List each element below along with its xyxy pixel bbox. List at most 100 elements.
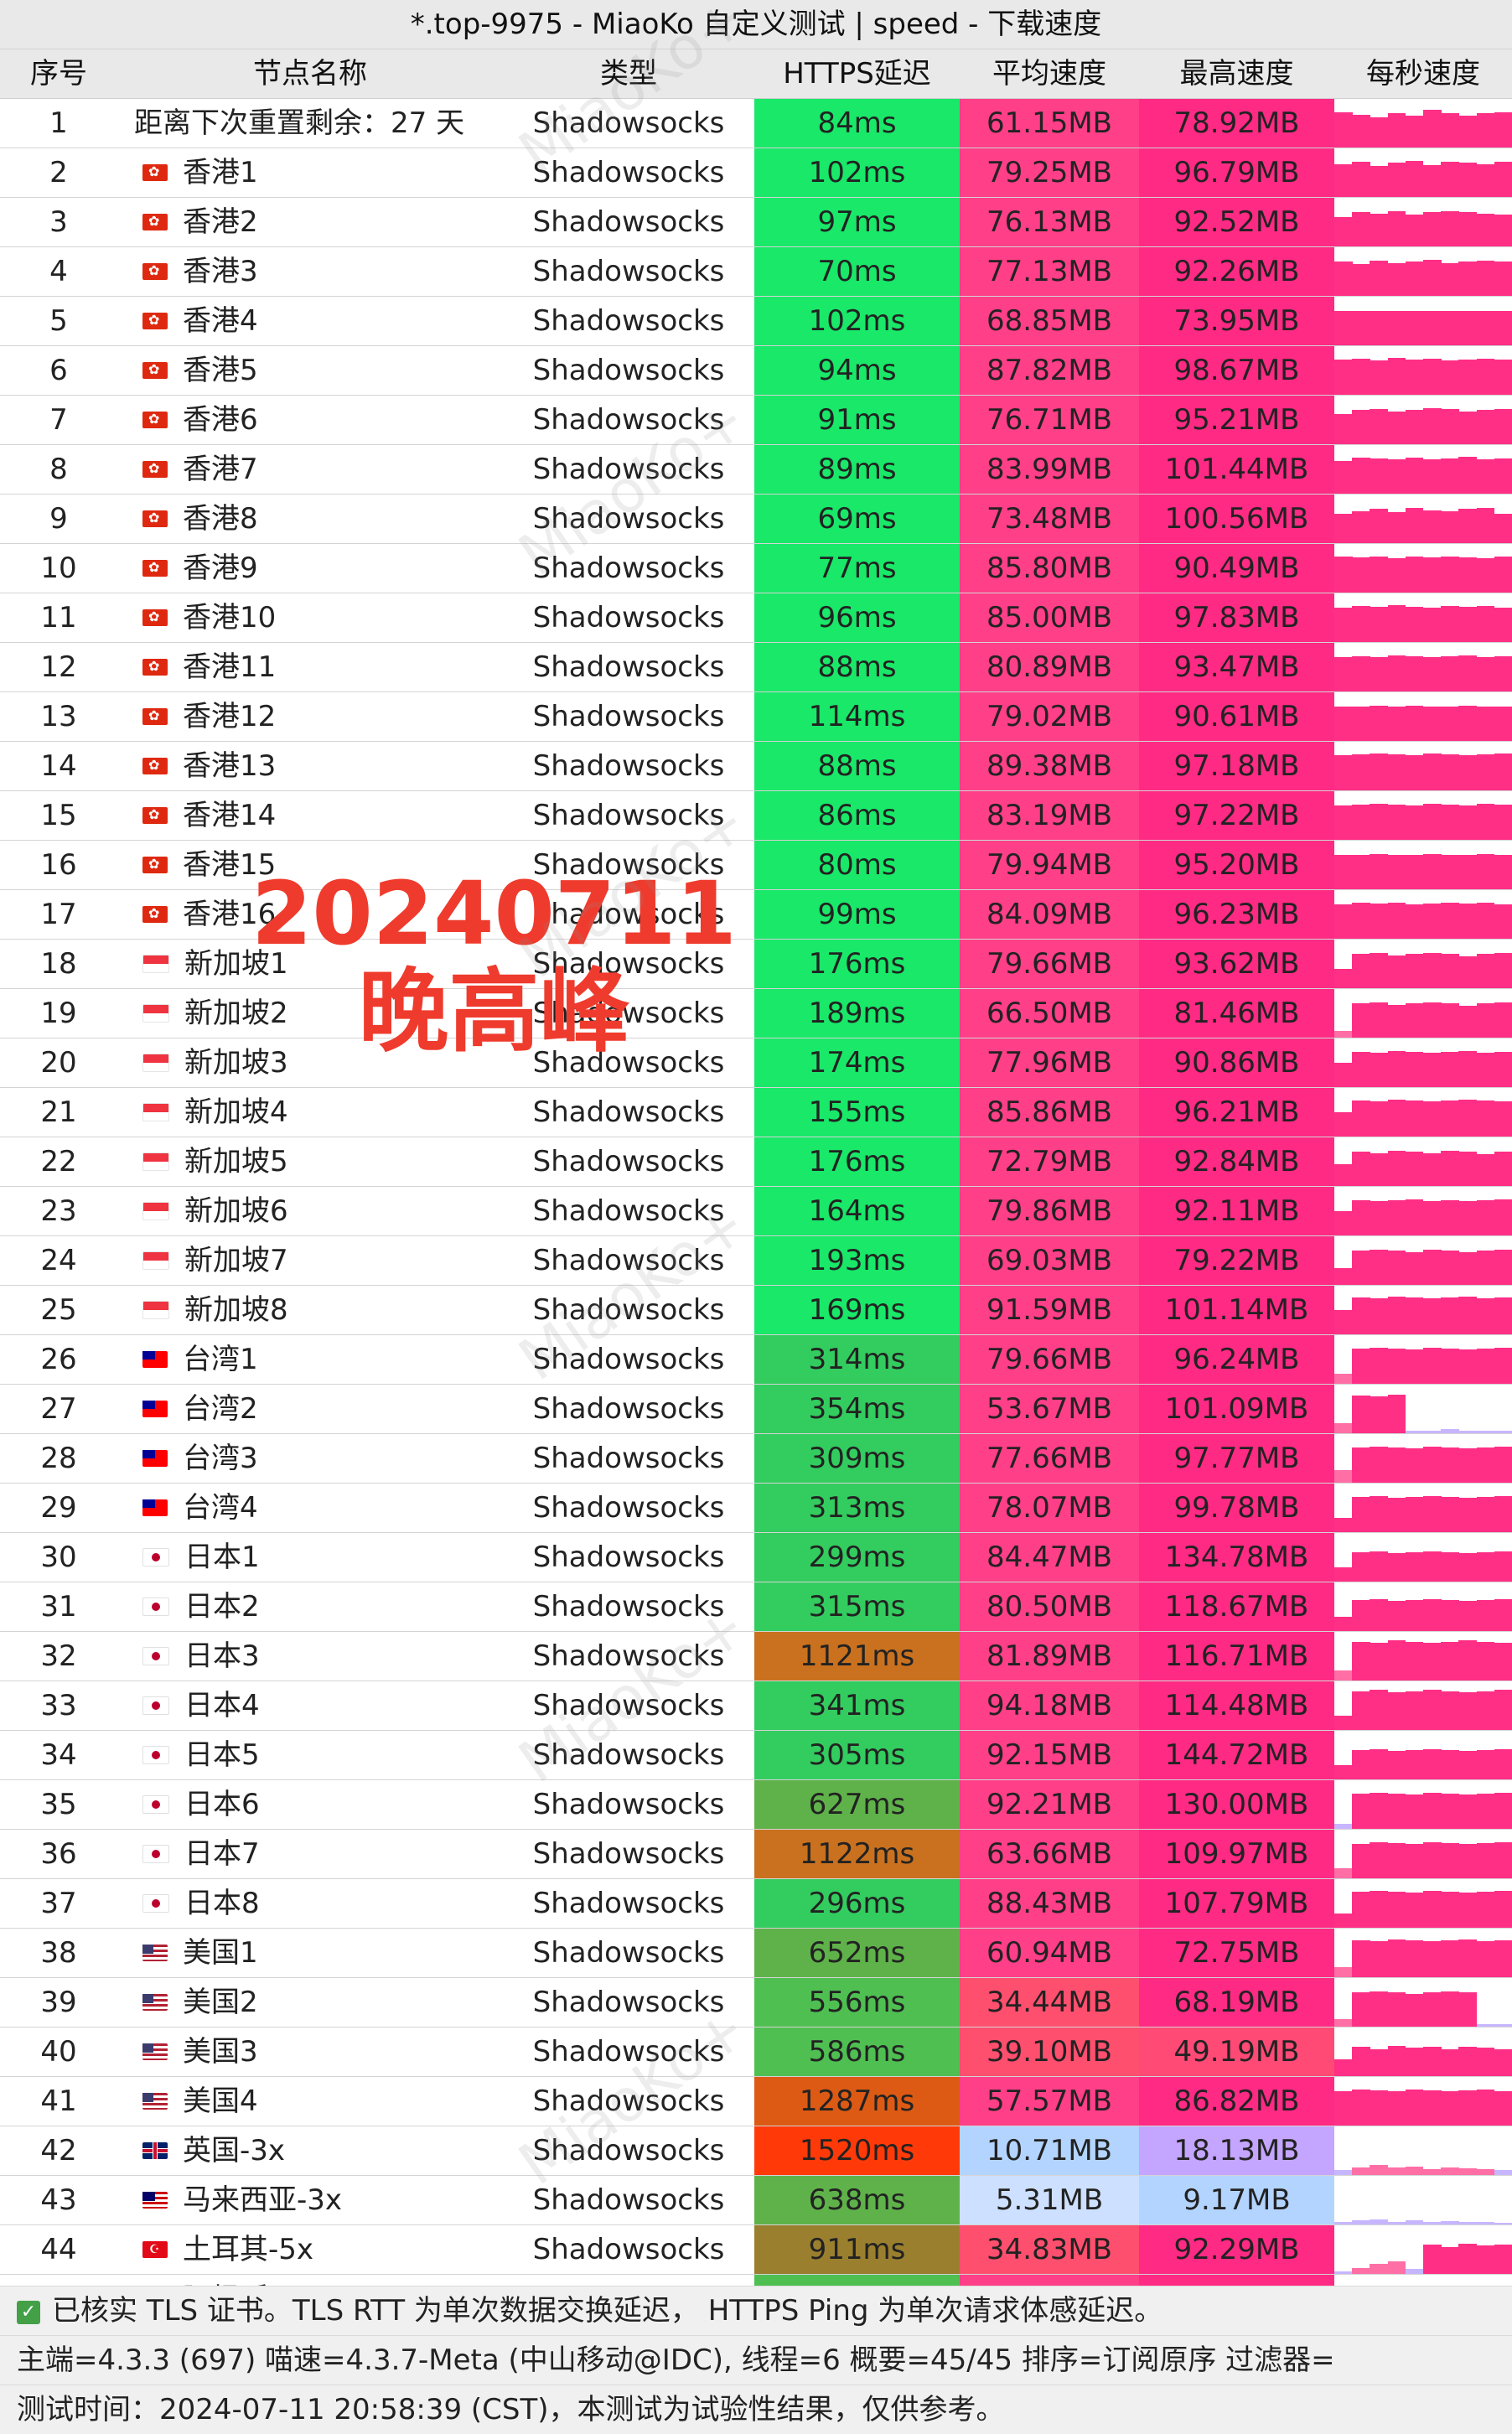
table-row[interactable]: 25 新加坡8 Shadowsocks 169ms 91.59MB 101.14MB — [0, 1286, 1512, 1335]
table-row[interactable]: 18 新加坡1 Shadowsocks 176ms 79.66MB 93.62MB — [0, 940, 1512, 989]
max-speed-cell: 96.79MB — [1139, 148, 1334, 197]
tw-flag-icon — [142, 1351, 168, 1368]
avg-speed-cell: 34.83MB — [960, 2225, 1139, 2274]
table-row[interactable]: 38 美国1 Shadowsocks 652ms 60.94MB 72.75MB — [0, 1929, 1512, 1978]
table-row[interactable]: 37 日本8 Shadowsocks 296ms 88.43MB 107.79MB — [0, 1879, 1512, 1929]
speed-bar — [1405, 1297, 1424, 1334]
speed-bar — [1405, 1893, 1424, 1928]
table-row[interactable]: 26 台湾1 Shadowsocks 314ms 79.66MB 96.24MB — [0, 1335, 1512, 1385]
speed-bar — [1387, 903, 1406, 939]
table-row[interactable]: 24 新加坡7 Shadowsocks 193ms 69.03MB 79.22MB — [0, 1236, 1512, 1286]
table-row[interactable]: 35 日本6 Shadowsocks 627ms 92.21MB 130.00MB — [0, 1780, 1512, 1830]
table-row[interactable]: 36 日本7 Shadowsocks 1122ms 63.66MB 109.97MB — [0, 1830, 1512, 1879]
header-node-name[interactable]: 节点名称 — [253, 57, 367, 91]
speed-bar — [1494, 1496, 1512, 1532]
latency-cell: 89ms — [754, 445, 960, 494]
node-name: 香港12 — [183, 700, 277, 733]
speed-bar — [1334, 1518, 1353, 1532]
speed-bar — [1370, 1551, 1389, 1582]
speed-bar — [1476, 558, 1495, 593]
speed-bar — [1441, 1052, 1459, 1087]
header-max-speed[interactable]: 最高速度 — [1179, 57, 1294, 91]
table-row[interactable]: 31 日本2 Shadowsocks 315ms 80.50MB 118.67MB — [0, 1582, 1512, 1632]
max-speed-cell: 9.17MB — [1139, 2176, 1334, 2224]
speed-bar — [1441, 162, 1459, 197]
row-index: 22 — [40, 1145, 77, 1178]
speed-bar — [1458, 1692, 1478, 1730]
speed-bar — [1476, 1497, 1495, 1532]
max-speed-cell: 109.97MB — [1139, 1830, 1334, 1878]
speed-bar — [1441, 1642, 1459, 1680]
avg-speed-cell: 79.25MB — [960, 148, 1139, 197]
us-flag-icon — [142, 1994, 168, 2011]
speed-bar — [1494, 1052, 1512, 1087]
table-row[interactable]: 30 日本1 Shadowsocks 299ms 84.47MB 134.78MB — [0, 1533, 1512, 1582]
table-row[interactable]: 39 美国2 Shadowsocks 556ms 34.44MB 68.19MB — [0, 1978, 1512, 2027]
table-row[interactable]: 42 英国-3x Shadowsocks 1520ms 10.71MB 18.13MB — [0, 2126, 1512, 2176]
speed-bar — [1494, 904, 1512, 939]
speed-bar — [1476, 1552, 1495, 1582]
table-row[interactable]: 34 日本5 Shadowsocks 305ms 92.15MB 144.72MB — [0, 1731, 1512, 1780]
table-row[interactable]: 33 日本4 Shadowsocks 341ms 94.18MB 114.48MB — [0, 1681, 1512, 1731]
node-type: Shadowsocks — [532, 1343, 725, 1376]
row-index: 17 — [40, 898, 77, 931]
avg-speed-cell: 85.80MB — [960, 544, 1139, 593]
row-index: 15 — [40, 799, 77, 832]
table-row[interactable]: 40 美国3 Shadowsocks 586ms 39.10MB 49.19MB — [0, 2027, 1512, 2077]
sg-flag-icon — [142, 1152, 169, 1171]
speed-bar — [1476, 1349, 1495, 1384]
table-row[interactable]: 20 新加坡3 Shadowsocks 174ms 77.96MB 90.86MB — [0, 1038, 1512, 1088]
table-row[interactable]: 43 马来西亚-3x Shadowsocks 638ms 5.31MB 9.17MB — [0, 2176, 1512, 2225]
header-index[interactable]: 序号 — [30, 57, 87, 91]
speed-bar — [1458, 457, 1478, 494]
row-index: 37 — [40, 1887, 77, 1920]
node-name: 马来西亚-3x — [183, 2183, 343, 2217]
table-row[interactable]: 41 美国4 Shadowsocks 1287ms 57.57MB 86.82MB — [0, 2077, 1512, 2126]
table-row[interactable]: 22 新加坡5 Shadowsocks 176ms 72.79MB 92.84MB — [0, 1137, 1512, 1187]
avg-speed-cell: 79.66MB — [960, 940, 1139, 988]
table-row[interactable]: 23 新加坡6 Shadowsocks 164ms 79.86MB 92.11MB — [0, 1187, 1512, 1236]
speed-bar — [1405, 161, 1424, 197]
speed-bar — [1458, 1349, 1478, 1384]
table-row[interactable]: 27 台湾2 Shadowsocks 354ms 53.67MB 101.09MB — [0, 1385, 1512, 1434]
table-row[interactable]: 1 距离下次重置剩余：27 天 Shadowsocks 84ms 61.15MB 78.9… — [0, 99, 1512, 148]
node-name-cell: 距离下次重置剩余：27 天 — [117, 99, 503, 148]
table-row[interactable]: 29 台湾4 Shadowsocks 313ms 78.07MB 99.78MB — [0, 1484, 1512, 1533]
footer-tls-note: ✓ 已核实 TLS 证书。TLS RTT 为单次数据交换延迟， HTTPS Pin… — [0, 2286, 1512, 2335]
speed-bar — [1352, 606, 1370, 642]
speed-bar — [1370, 754, 1389, 790]
max-speed-cell: 118.67MB — [1139, 1582, 1334, 1631]
row-index: 3 — [49, 205, 68, 239]
speed-bar — [1494, 2170, 1512, 2175]
table-row[interactable]: 32 日本3 Shadowsocks 1121ms 81.89MB 116.71MB — [0, 1632, 1512, 1681]
table-row[interactable]: 28 台湾3 Shadowsocks 309ms 77.66MB 97.77MB — [0, 1434, 1512, 1484]
header-per-second[interactable]: 每秒速度 — [1366, 57, 1480, 91]
header-avg-speed[interactable]: 平均速度 — [992, 57, 1106, 91]
table-row[interactable]: 21 新加坡4 Shadowsocks 155ms 85.86MB 96.21MB — [0, 1088, 1512, 1137]
per-second-sparkline — [1334, 1385, 1512, 1433]
table-row[interactable]: 19 新加坡2 Shadowsocks 189ms 66.50MB 81.46MB — [0, 989, 1512, 1038]
sg-flag-icon — [142, 955, 169, 973]
header-latency[interactable]: HTTPS延迟 — [783, 57, 931, 91]
node-type: Shadowsocks — [532, 1145, 725, 1178]
header-type[interactable]: 类型 — [600, 57, 657, 91]
avg-speed-cell: 88.43MB — [960, 1879, 1139, 1928]
speed-bar — [1476, 854, 1495, 889]
